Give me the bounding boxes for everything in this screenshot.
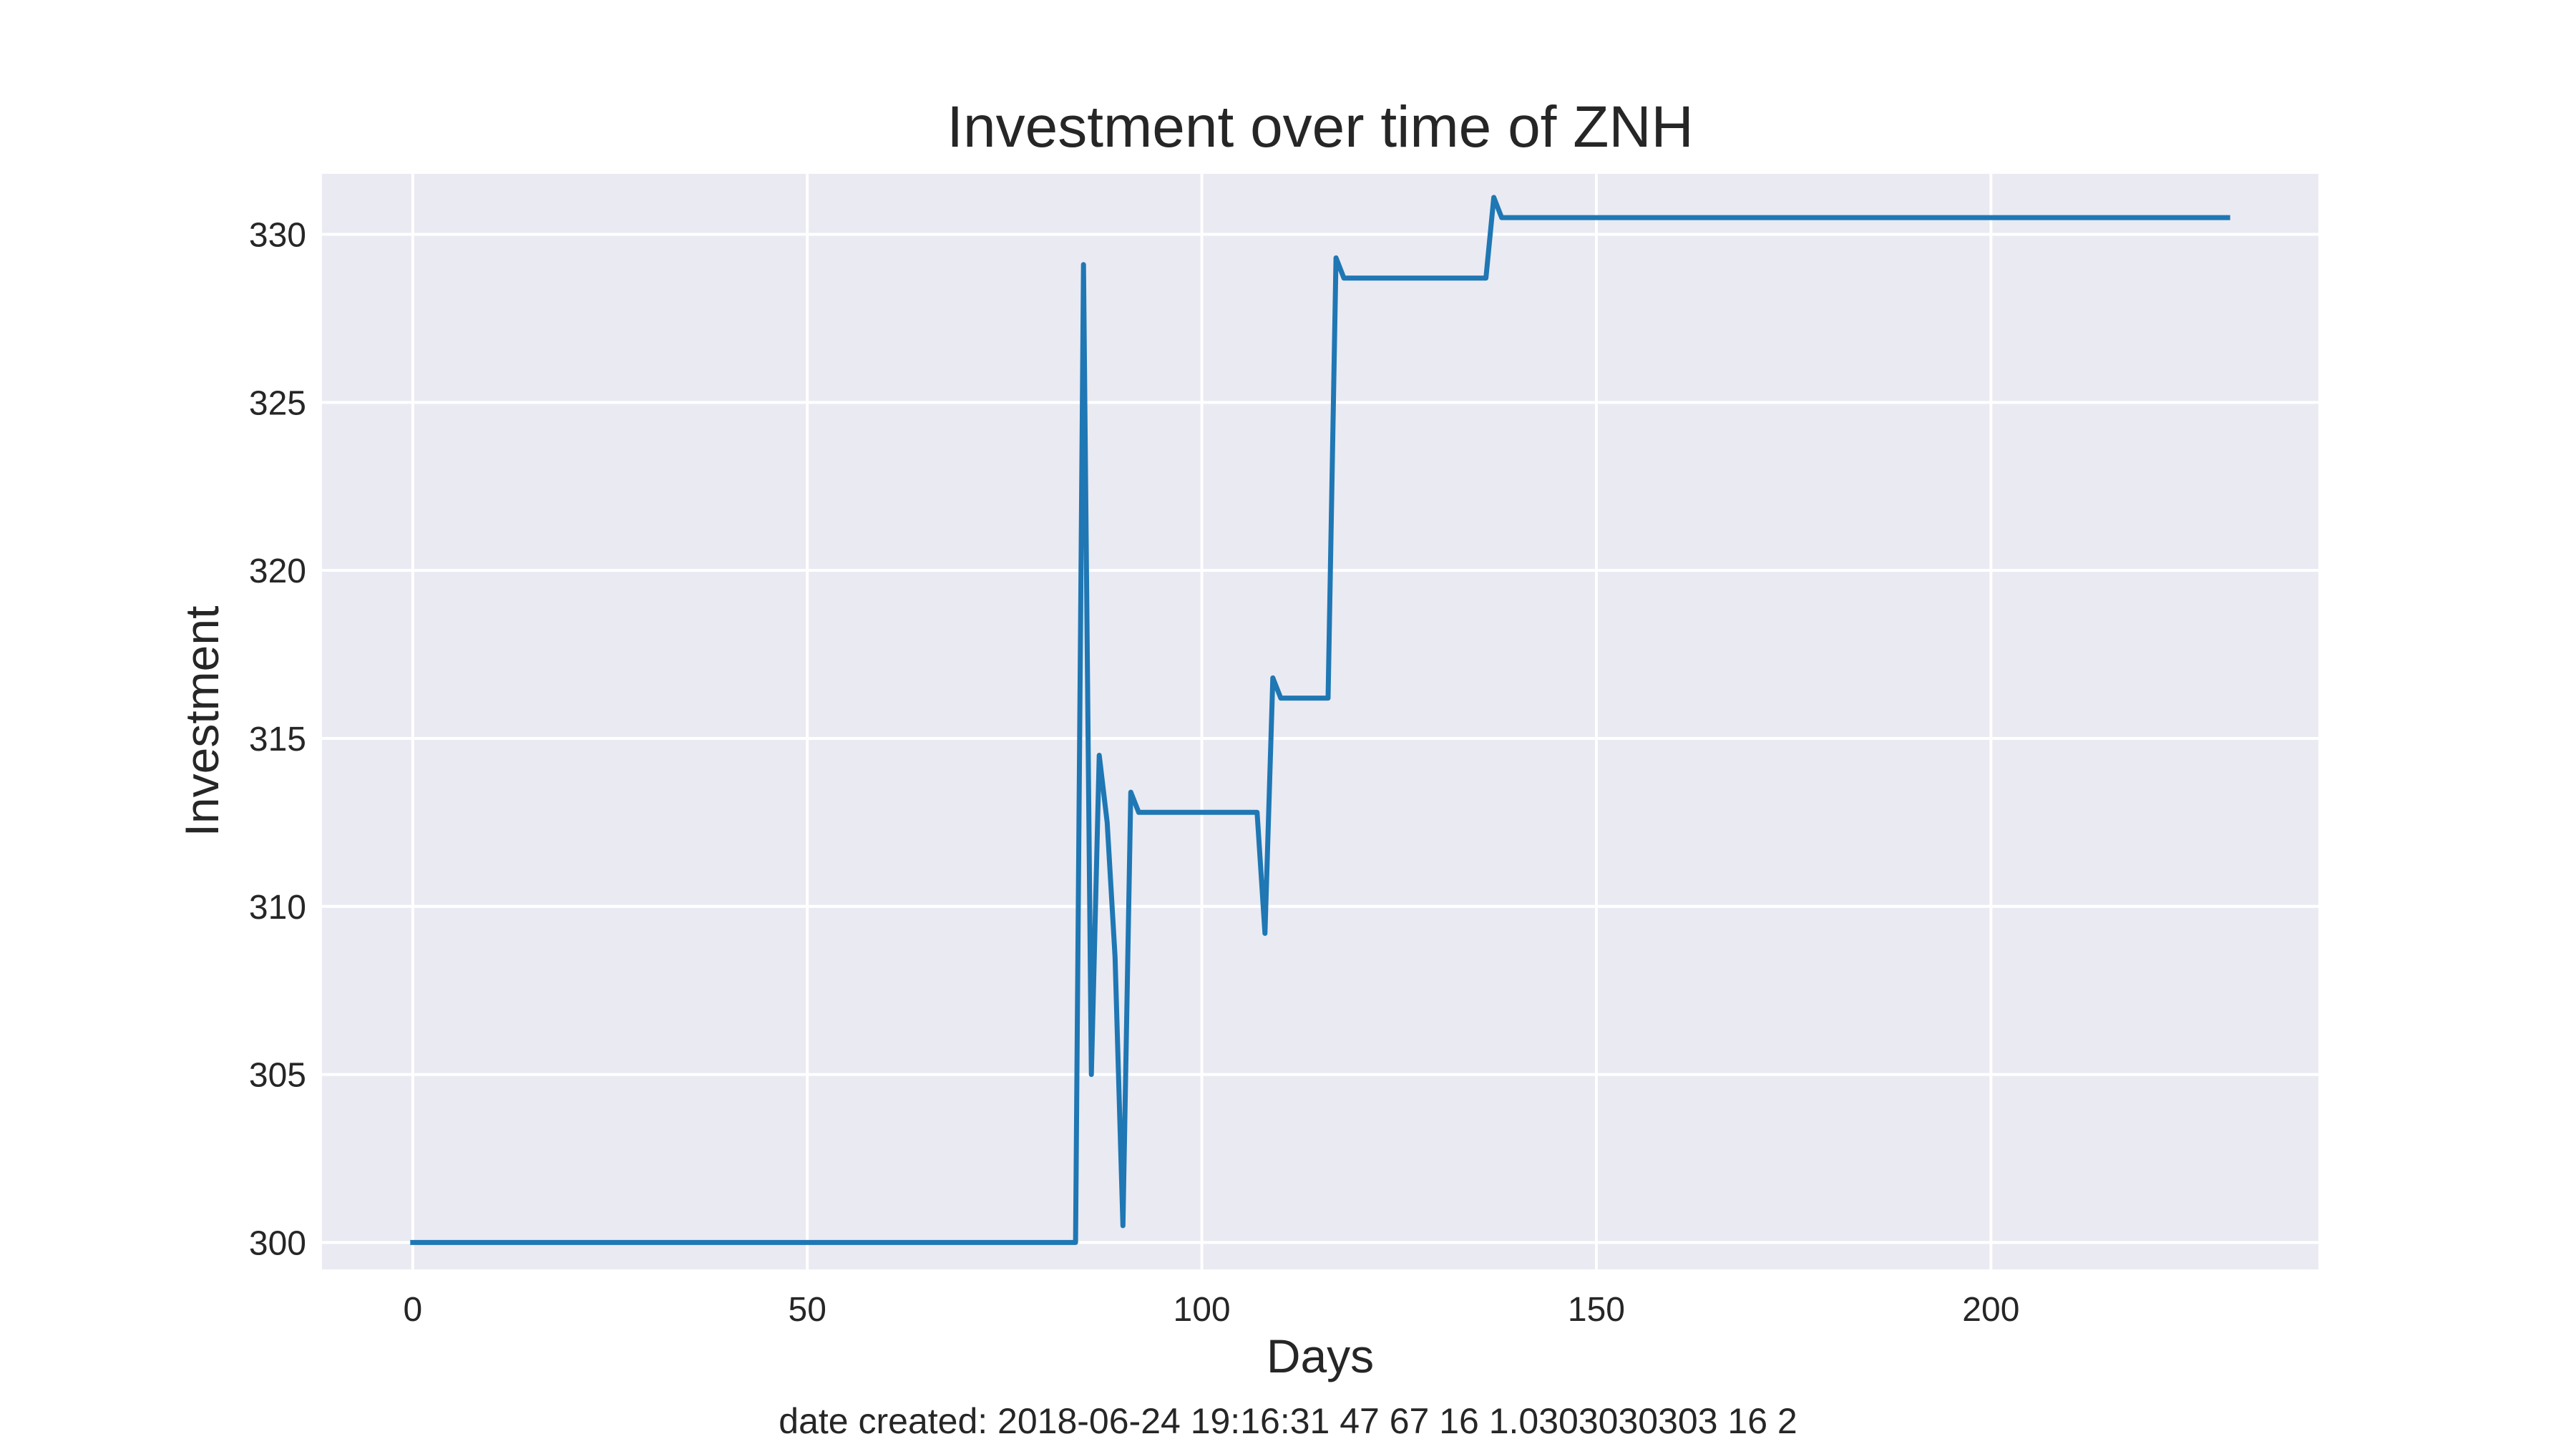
y-tick-label: 300 xyxy=(249,1224,306,1262)
y-tick-label: 305 xyxy=(249,1057,306,1095)
series-layer xyxy=(410,195,2230,1245)
y-tick-label: 320 xyxy=(249,552,306,590)
x-tick-label: 100 xyxy=(1174,1291,1231,1329)
series-line xyxy=(410,195,2230,1245)
y-tick-label: 315 xyxy=(249,721,306,758)
x-tick-label: 50 xyxy=(789,1291,826,1329)
y-axis-label: Investment xyxy=(175,606,228,837)
y-tick-label: 310 xyxy=(249,889,306,927)
x-tick-labels: 0 50 100 150 200 xyxy=(403,1291,2019,1329)
chart-title: Investment over time of ZNH xyxy=(947,94,1694,160)
x-tick-label: 200 xyxy=(1962,1291,2019,1329)
x-axis-label: Days xyxy=(1267,1330,1374,1382)
x-tick-label: 150 xyxy=(1568,1291,1625,1329)
footer-date-created: date created: 2018-06-24 19:16:31 47 67 … xyxy=(779,1401,1797,1441)
x-tick-label: 0 xyxy=(403,1291,422,1329)
y-tick-labels: 300 305 310 315 320 325 330 xyxy=(249,217,306,1263)
plot-area xyxy=(322,174,2318,1269)
y-tick-label: 330 xyxy=(249,217,306,255)
y-tick-label: 325 xyxy=(249,384,306,422)
